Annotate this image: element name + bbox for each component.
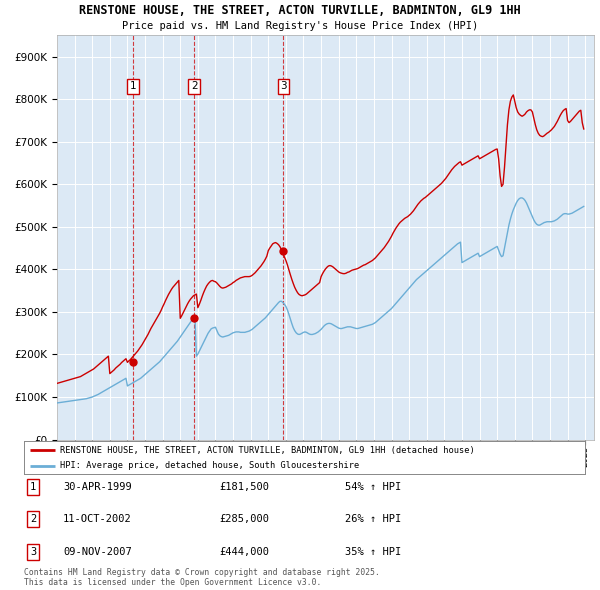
Text: Price paid vs. HM Land Registry's House Price Index (HPI): Price paid vs. HM Land Registry's House … <box>122 21 478 31</box>
Text: 30-APR-1999: 30-APR-1999 <box>63 482 132 491</box>
Text: HPI: Average price, detached house, South Gloucestershire: HPI: Average price, detached house, Sout… <box>61 461 360 470</box>
Text: 1: 1 <box>130 81 137 91</box>
Text: 2: 2 <box>30 514 36 524</box>
Text: 3: 3 <box>280 81 287 91</box>
Text: 35% ↑ HPI: 35% ↑ HPI <box>345 547 401 556</box>
Text: RENSTONE HOUSE, THE STREET, ACTON TURVILLE, BADMINTON, GL9 1HH (detached house): RENSTONE HOUSE, THE STREET, ACTON TURVIL… <box>61 446 475 455</box>
Text: £285,000: £285,000 <box>219 514 269 524</box>
Text: 3: 3 <box>30 547 36 556</box>
Text: Contains HM Land Registry data © Crown copyright and database right 2025.
This d: Contains HM Land Registry data © Crown c… <box>24 568 380 587</box>
Text: 09-NOV-2007: 09-NOV-2007 <box>63 547 132 556</box>
Text: £444,000: £444,000 <box>219 547 269 556</box>
Text: 1: 1 <box>30 482 36 491</box>
Text: 11-OCT-2002: 11-OCT-2002 <box>63 514 132 524</box>
Text: 54% ↑ HPI: 54% ↑ HPI <box>345 482 401 491</box>
Text: £181,500: £181,500 <box>219 482 269 491</box>
Text: RENSTONE HOUSE, THE STREET, ACTON TURVILLE, BADMINTON, GL9 1HH: RENSTONE HOUSE, THE STREET, ACTON TURVIL… <box>79 4 521 17</box>
Text: 2: 2 <box>191 81 197 91</box>
Text: 26% ↑ HPI: 26% ↑ HPI <box>345 514 401 524</box>
